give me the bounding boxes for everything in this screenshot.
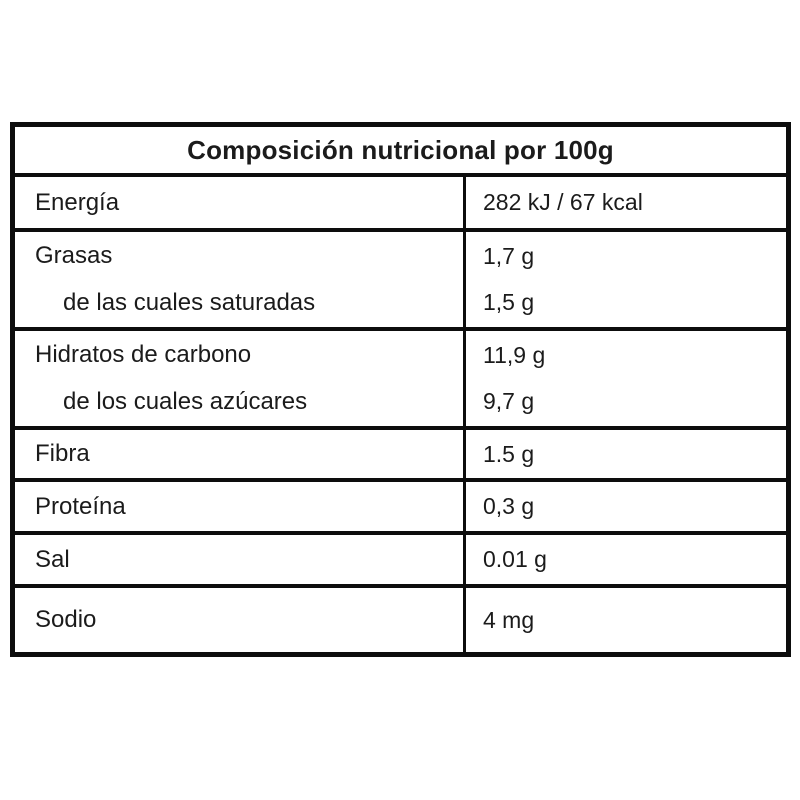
nutrient-sub-value: 9,7 g: [483, 388, 535, 414]
nutrient-label: Proteína: [35, 492, 126, 520]
value-cell: 4 mg: [463, 588, 786, 652]
value-cell: 0,3 g: [463, 482, 786, 531]
nutrient-value: 1.5 g: [483, 440, 535, 467]
label-cell: Proteína: [15, 482, 463, 531]
value-cell: 282 kJ / 67 kcal: [463, 177, 786, 228]
nutrient-value: 0.01 g: [483, 546, 547, 572]
nutrient-sub-label: de las cuales saturadas: [63, 289, 316, 316]
label-cell: Sodio: [15, 588, 463, 652]
value-cell: 11,9 g 9,7 g: [463, 331, 786, 426]
nutrient-value: 1,7 g: [483, 243, 535, 269]
label-cell: Energía: [15, 177, 463, 228]
nutrient-label: Energía: [35, 188, 120, 216]
label-cell: Hidratos de carbono de los cuales azúcar…: [15, 331, 463, 426]
nutrient-label: Fibra: [35, 440, 90, 467]
nutrient-value: 11,9 g: [483, 342, 546, 368]
nutrient-label: Sal: [35, 545, 70, 573]
label-cell: Fibra: [15, 430, 463, 478]
table-row-sodio: Sodio 4 mg: [15, 588, 786, 652]
value-cell: 0.01 g: [463, 535, 786, 584]
table-title: Composición nutricional por 100g: [187, 134, 614, 165]
label-cell: Grasas de las cuales saturadas: [15, 232, 463, 327]
table-header: Composición nutricional por 100g: [15, 127, 786, 177]
label-cell: Sal: [15, 535, 463, 584]
nutrition-table: Composición nutricional por 100g Energía…: [10, 122, 791, 657]
nutrient-sub-value: 1,5 g: [483, 289, 535, 315]
table-row-fibra: Fibra 1.5 g: [15, 430, 786, 482]
table-row-proteina: Proteína 0,3 g: [15, 482, 786, 535]
table-row-sal: Sal 0.01 g: [15, 535, 786, 588]
nutrient-label: Grasas: [35, 242, 113, 269]
table-row-grasas: Grasas de las cuales saturadas 1,7 g 1,5…: [15, 232, 786, 331]
nutrient-sub-label: de los cuales azúcares: [63, 388, 308, 415]
nutrient-value: 4 mg: [483, 606, 535, 633]
value-cell: 1.5 g: [463, 430, 786, 478]
table-row-hidratos: Hidratos de carbono de los cuales azúcar…: [15, 331, 786, 430]
value-cell: 1,7 g 1,5 g: [463, 232, 786, 327]
nutrient-value: 0,3 g: [483, 493, 535, 519]
nutrient-label: Hidratos de carbono: [35, 341, 252, 368]
nutrient-value: 282 kJ / 67 kcal: [483, 189, 643, 215]
nutrient-label: Sodio: [35, 606, 97, 633]
table-row-energia: Energía 282 kJ / 67 kcal: [15, 177, 786, 232]
